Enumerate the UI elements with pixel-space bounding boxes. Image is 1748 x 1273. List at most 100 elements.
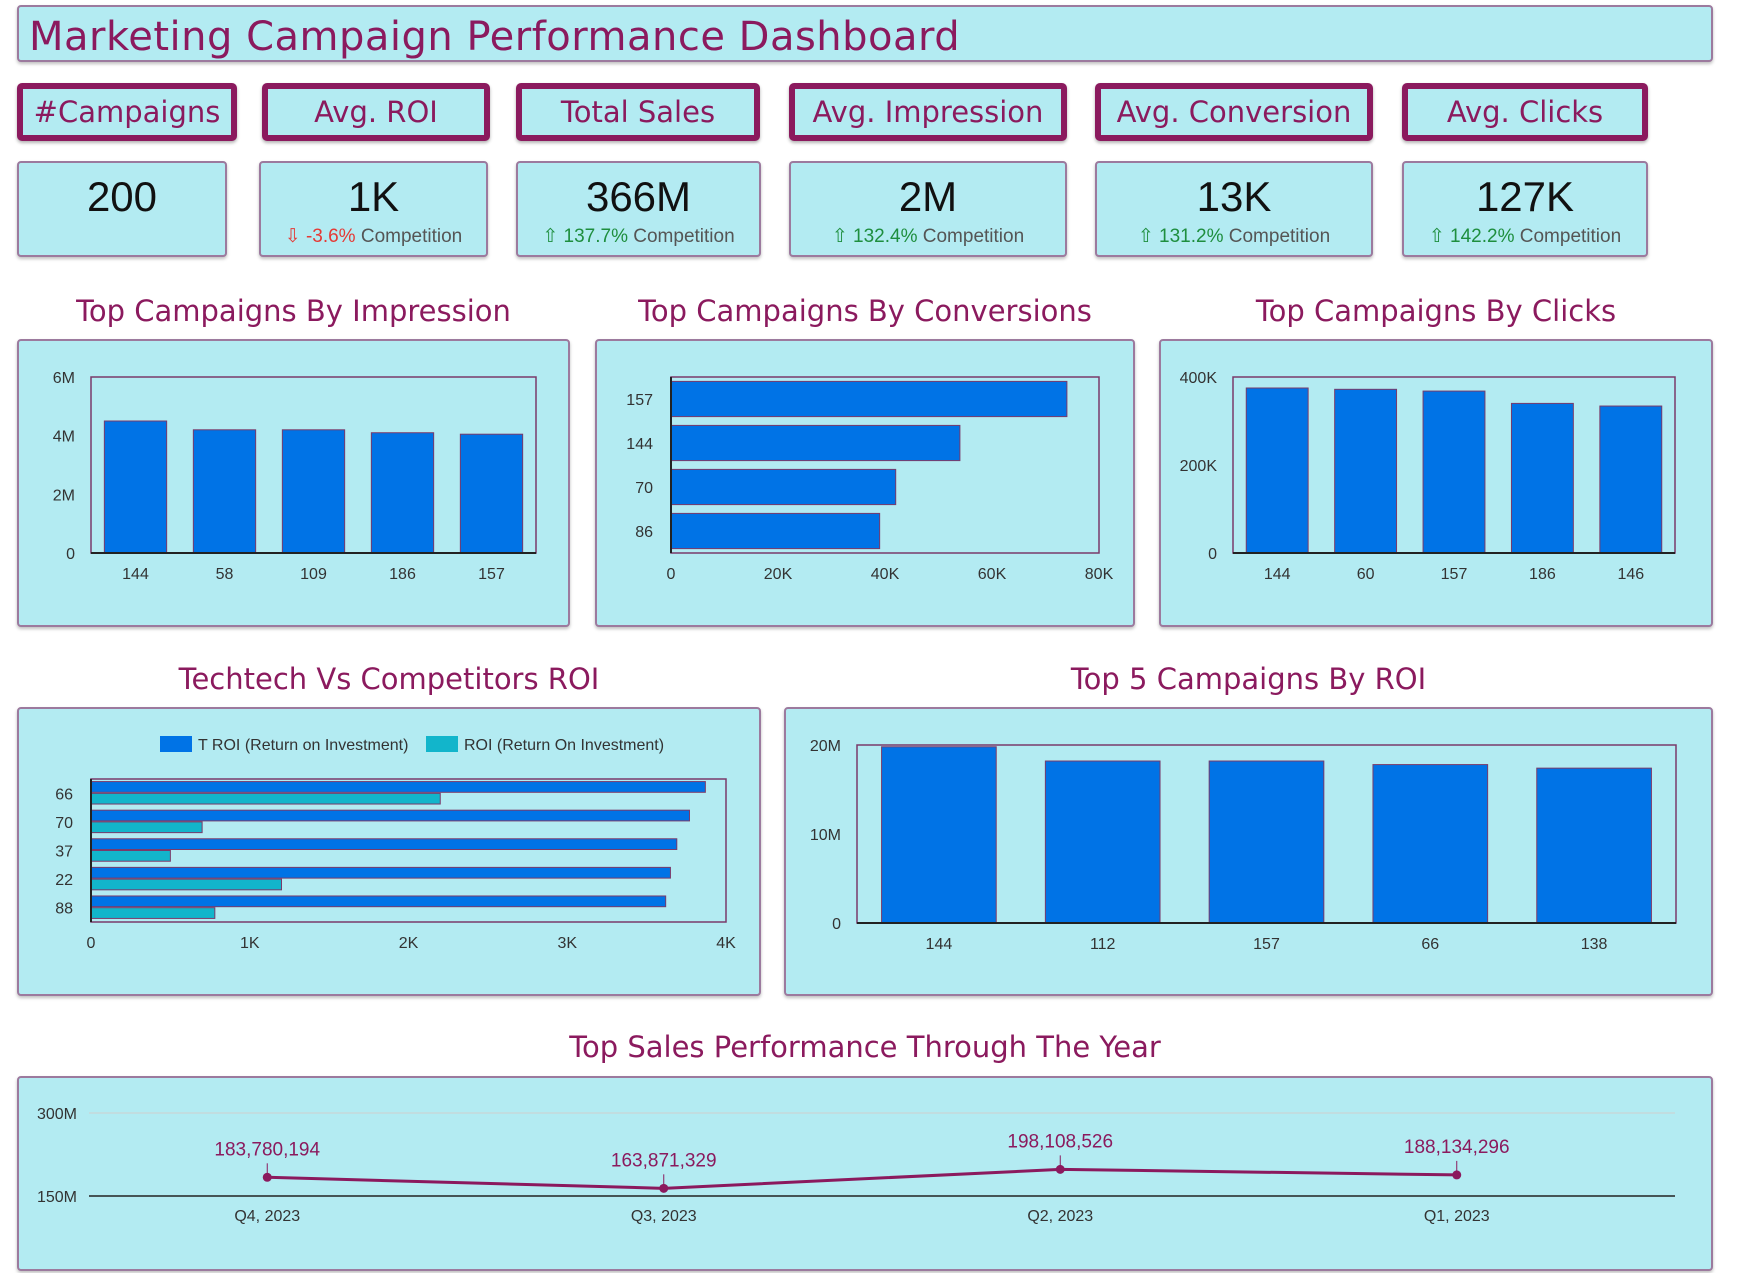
x-tick-label: 2K <box>399 935 419 952</box>
x-tick-label: Q1, 2023 <box>1424 1208 1490 1225</box>
kpi-value: 366M <box>585 173 692 220</box>
roi-top5-bar-chart: 0 10M 20M 144 112 157 66 138 <box>810 738 1677 953</box>
roi-vs-chart-panel: T ROI (Return on Investment) ROI (Return … <box>17 707 761 996</box>
dashboard-title: Marketing Campaign Performance Dashboard <box>29 14 961 60</box>
chart-title-impression: Top Campaigns By Impression <box>76 294 511 328</box>
kpi-comparison: ⇩ -3.6% Competition <box>261 225 486 248</box>
data-point <box>659 1183 669 1193</box>
y-tick-label: 86 <box>635 524 653 541</box>
kpi-change: 132.4% <box>853 226 918 247</box>
impression-chart-panel: 0 2M 4M 6M 144 58 109 186 157 <box>17 339 570 627</box>
x-tick-label: 80K <box>1085 566 1114 583</box>
y-tick-label: 200K <box>1180 458 1218 475</box>
bar <box>459 433 524 554</box>
bar <box>670 512 881 550</box>
y-tick-label: 88 <box>55 901 73 918</box>
x-tick-label: 20K <box>764 566 793 583</box>
kpi-value: 1K <box>347 173 400 220</box>
bar <box>192 429 257 554</box>
conversions-chart-panel: 157 144 70 86 0 20K 40K 60K 80K <box>595 339 1135 627</box>
kpi-card-roi: 1K ⇩ -3.6% Competition <box>259 161 488 257</box>
data-label: 198,108,526 <box>1007 1131 1113 1152</box>
chart-title-conversions: Top Campaigns By Conversions <box>638 294 1092 328</box>
data-label: 163,871,329 <box>611 1150 717 1171</box>
bar <box>90 907 216 919</box>
data-point <box>1055 1164 1065 1174</box>
kpi-change: 142.2% <box>1450 226 1515 247</box>
kpi-value: 127K <box>1475 173 1575 220</box>
bar <box>1208 760 1325 924</box>
kpi-card-clicks: 127K ⇧ 142.2% Competition <box>1402 161 1648 257</box>
y-tick-label: 20M <box>810 738 841 755</box>
x-tick-label: 146 <box>1617 566 1644 583</box>
kpi-card-sales: 366M ⇧ 137.7% Competition <box>516 161 761 257</box>
bar <box>90 821 203 834</box>
kpi-change: -3.6% <box>305 226 356 247</box>
data-label: 183,780,194 <box>214 1139 320 1160</box>
chart-title-roi-vs: Techtech Vs Competitors ROI <box>178 662 600 696</box>
conversions-bar-chart: 157 144 70 86 0 20K 40K 60K 80K <box>626 376 1114 583</box>
y-tick-label: 10M <box>810 827 841 844</box>
x-tick-label: 157 <box>478 566 505 583</box>
bar <box>281 429 346 554</box>
kpi-card-campaigns: 200 <box>17 161 227 257</box>
x-tick-label: 144 <box>122 566 149 583</box>
sales-line-chart: 300M 150M 183,780,194 Q4, 2023 163,871,329 Q3… <box>37 1106 1675 1225</box>
arrow-down-icon: ⇩ <box>284 226 301 247</box>
clicks-chart-panel: 0 200K 400K 144 60 157 186 146 <box>1159 339 1713 627</box>
bar <box>1245 387 1309 554</box>
bar <box>670 468 897 506</box>
x-tick-label: 157 <box>1441 566 1468 583</box>
bar <box>90 781 706 793</box>
kpi-label-impression: Avg. Impression <box>789 83 1067 141</box>
y-tick-label: 66 <box>55 786 73 803</box>
y-tick-label: 300M <box>37 1106 77 1123</box>
bar <box>1536 767 1652 924</box>
bar <box>90 850 171 862</box>
clicks-bar-chart: 0 200K 400K 144 60 157 186 146 <box>1180 370 1676 583</box>
kpi-change-suffix: Competition <box>1519 226 1622 247</box>
y-tick-label: 6M <box>53 370 75 387</box>
roi-vs-bar-chart: T ROI (Return on Investment) ROI (Return … <box>55 736 736 952</box>
arrow-up-icon: ⇧ <box>1137 226 1154 247</box>
bar <box>1422 390 1486 554</box>
roi-top5-chart-panel: 0 10M 20M 144 112 157 66 138 <box>784 707 1713 996</box>
x-tick-label: 0 <box>667 566 676 583</box>
x-tick-label: Q4, 2023 <box>234 1208 300 1225</box>
bar <box>1372 764 1489 924</box>
legend-swatch <box>426 736 458 752</box>
kpi-change-suffix: Competition <box>1228 226 1331 247</box>
x-tick-label: 66 <box>1421 936 1439 953</box>
x-tick-label: 138 <box>1581 936 1608 953</box>
y-tick-label: 0 <box>832 916 841 933</box>
kpi-value: 2M <box>898 173 958 220</box>
kpi-value: 200 <box>86 173 158 220</box>
data-point <box>262 1172 272 1182</box>
bar <box>90 838 678 851</box>
y-tick-label: 0 <box>66 546 75 563</box>
y-tick-label: 4M <box>53 429 75 446</box>
kpi-label-sales: Total Sales <box>516 83 760 141</box>
x-tick-label: 0 <box>87 935 96 952</box>
arrow-up-icon: ⇧ <box>831 226 848 247</box>
arrow-up-icon: ⇧ <box>1428 226 1445 247</box>
dashboard-title-bar: Marketing Campaign Performance Dashboard <box>17 5 1713 62</box>
arrow-up-icon: ⇧ <box>542 226 559 247</box>
x-tick-label: 40K <box>871 566 900 583</box>
y-tick-label: 144 <box>626 436 653 453</box>
bar <box>370 432 435 554</box>
bar <box>1044 760 1161 924</box>
kpi-change: 137.7% <box>563 226 628 247</box>
bar <box>1334 388 1398 554</box>
x-tick-label: 60 <box>1357 566 1375 583</box>
kpi-comparison: ⇧ 131.2% Competition <box>1097 225 1371 248</box>
bar <box>670 380 1068 418</box>
kpi-card-conversion: 13K ⇧ 131.2% Competition <box>1095 161 1373 257</box>
x-tick-label: 4K <box>716 935 736 952</box>
legend-swatch <box>160 736 192 752</box>
bar <box>90 878 282 891</box>
y-tick-label: 400K <box>1180 370 1218 387</box>
kpi-value: 13K <box>1196 173 1272 220</box>
legend-label: T ROI (Return on Investment) <box>198 737 408 754</box>
x-tick-label: 144 <box>1264 566 1291 583</box>
